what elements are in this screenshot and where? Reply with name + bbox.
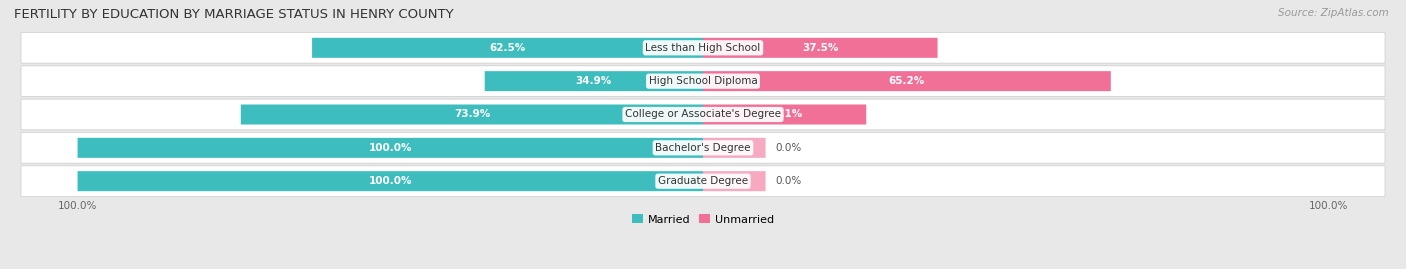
Text: Less than High School: Less than High School — [645, 43, 761, 53]
FancyBboxPatch shape — [21, 33, 1385, 63]
Text: 34.9%: 34.9% — [575, 76, 612, 86]
Text: 0.0%: 0.0% — [775, 143, 801, 153]
Text: Graduate Degree: Graduate Degree — [658, 176, 748, 186]
Text: 62.5%: 62.5% — [489, 43, 526, 53]
Text: College or Associate's Degree: College or Associate's Degree — [626, 109, 780, 119]
FancyBboxPatch shape — [21, 166, 1385, 197]
Text: Bachelor's Degree: Bachelor's Degree — [655, 143, 751, 153]
FancyBboxPatch shape — [21, 133, 1385, 163]
FancyBboxPatch shape — [77, 171, 703, 191]
FancyBboxPatch shape — [703, 104, 866, 125]
FancyBboxPatch shape — [703, 38, 938, 58]
FancyBboxPatch shape — [485, 71, 703, 91]
Text: 0.0%: 0.0% — [775, 176, 801, 186]
FancyBboxPatch shape — [77, 138, 703, 158]
Text: 37.5%: 37.5% — [801, 43, 838, 53]
Text: 26.1%: 26.1% — [766, 109, 803, 119]
Text: 100.0%: 100.0% — [368, 176, 412, 186]
Text: 100.0%: 100.0% — [368, 143, 412, 153]
Text: 65.2%: 65.2% — [889, 76, 925, 86]
FancyBboxPatch shape — [703, 71, 1111, 91]
Text: High School Diploma: High School Diploma — [648, 76, 758, 86]
FancyBboxPatch shape — [21, 66, 1385, 97]
Text: 73.9%: 73.9% — [454, 109, 491, 119]
Text: Source: ZipAtlas.com: Source: ZipAtlas.com — [1278, 8, 1389, 18]
FancyBboxPatch shape — [21, 99, 1385, 130]
Text: FERTILITY BY EDUCATION BY MARRIAGE STATUS IN HENRY COUNTY: FERTILITY BY EDUCATION BY MARRIAGE STATU… — [14, 8, 454, 21]
FancyBboxPatch shape — [703, 171, 765, 191]
Legend: Married, Unmarried: Married, Unmarried — [627, 210, 779, 229]
FancyBboxPatch shape — [312, 38, 703, 58]
FancyBboxPatch shape — [703, 138, 765, 158]
FancyBboxPatch shape — [240, 104, 703, 125]
